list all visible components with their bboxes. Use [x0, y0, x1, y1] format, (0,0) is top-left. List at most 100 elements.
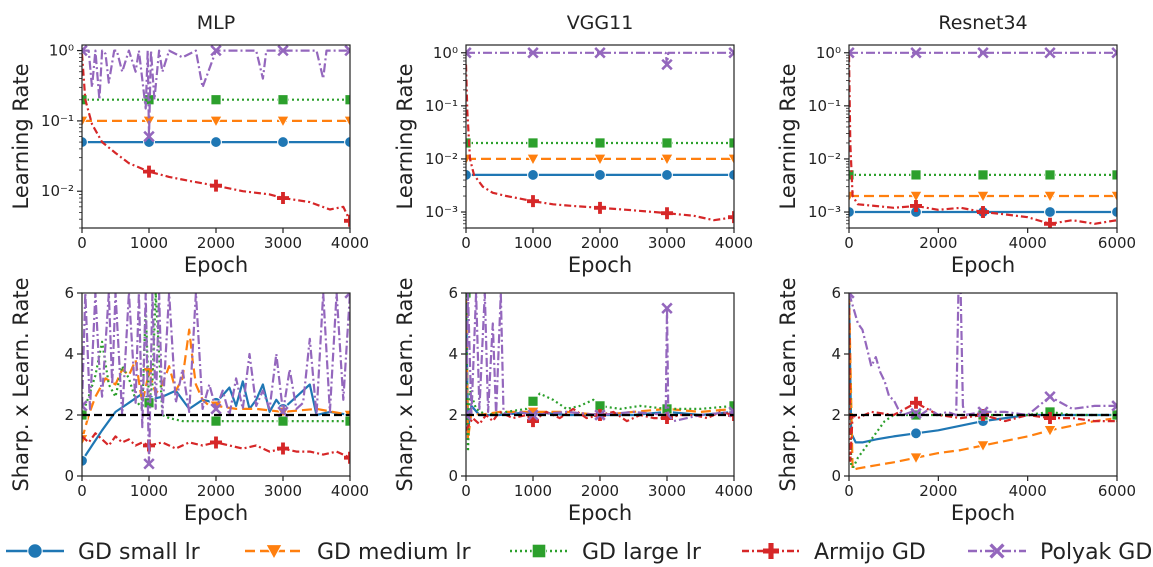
- x-tick-label: 6000: [1098, 482, 1136, 500]
- y-tick-label: 10⁰: [49, 42, 74, 60]
- plot-frame: [848, 292, 1118, 477]
- series-marker: [210, 436, 222, 449]
- series-marker: [344, 45, 350, 57]
- series-marker: [276, 115, 290, 128]
- x-tick-label: 3000: [264, 234, 302, 252]
- series-marker: [977, 169, 989, 181]
- series-marker: [143, 397, 155, 409]
- y-axis-label: Sharp. x Learn. Rate: [9, 277, 33, 491]
- series-marker: [143, 165, 155, 178]
- series-marker: [661, 207, 674, 220]
- x-axis-label: Epoch: [951, 501, 1015, 525]
- x-tick-label: 1000: [514, 482, 552, 500]
- y-axis-label: Sharp. x Learn. Rate: [776, 277, 800, 491]
- series-marker: [527, 395, 539, 407]
- series-marker: [661, 169, 673, 181]
- y-tick-label: 10⁻²: [425, 150, 458, 168]
- y-tick-label: 10⁻²: [41, 182, 74, 200]
- series-marker: [82, 136, 88, 148]
- legend-item: Armijo GD: [742, 540, 926, 565]
- x-tick-label: 1000: [130, 482, 168, 500]
- chart-title: MLP: [197, 12, 235, 34]
- y-tick-label: 10⁰: [433, 44, 458, 62]
- series-marker: [277, 415, 289, 427]
- series-marker: [910, 169, 922, 181]
- series-marker: [661, 137, 673, 149]
- series-line-gd-medium-lr: [849, 293, 1117, 471]
- series-marker: [593, 153, 607, 166]
- x-tick-label: 0: [844, 482, 854, 500]
- series-marker: [344, 136, 350, 148]
- series-marker: [82, 400, 88, 412]
- chart-title: VGG11: [567, 12, 634, 34]
- x-tick-label: 2000: [581, 234, 619, 252]
- series-marker: [849, 293, 855, 299]
- series-marker: [1110, 190, 1117, 204]
- legend-marker-icon: [27, 543, 43, 559]
- chart-panel-3: 0 2000 4000 6000 10⁻³ 10⁻² 10⁻¹ 10⁰ Resnet34 Epoc…: [776, 12, 1136, 277]
- series-marker: [277, 94, 289, 106]
- series-marker: [728, 400, 734, 412]
- series-marker: [661, 412, 674, 425]
- series-marker: [143, 458, 155, 470]
- series-marker: [910, 396, 923, 409]
- x-tick-label: 2000: [919, 234, 957, 252]
- x-tick-label: 3000: [648, 234, 686, 252]
- legend-marker-icon: [531, 543, 547, 559]
- y-tick-label: 4: [448, 345, 458, 363]
- series-marker: [1111, 47, 1117, 59]
- series-marker: [527, 195, 540, 208]
- y-tick-label: 0: [64, 467, 74, 485]
- y-axis-label: Learning Rate: [9, 64, 33, 210]
- x-tick-label: 0: [77, 234, 87, 252]
- series-marker: [82, 45, 88, 57]
- x-axis-label: Epoch: [951, 253, 1015, 277]
- series-marker: [728, 47, 734, 59]
- x-tick-label: 4000: [331, 234, 369, 252]
- series-marker: [143, 130, 155, 143]
- series-marker: [1111, 400, 1117, 412]
- series-marker: [1044, 169, 1056, 181]
- series-marker: [1043, 424, 1057, 438]
- series-line-polyak-gd: [82, 293, 350, 465]
- legend-marker-icon: [265, 544, 283, 561]
- series-marker: [728, 137, 734, 149]
- series-marker: [209, 115, 223, 128]
- series-line-gd-large-lr: [466, 293, 734, 453]
- series-marker: [910, 47, 922, 59]
- legend-item: GD medium lr: [245, 540, 472, 565]
- series-marker: [594, 47, 606, 59]
- y-tick-label: 10⁻³: [425, 203, 458, 221]
- legend-marker-icon: [763, 543, 779, 559]
- x-tick-label: 3000: [264, 482, 302, 500]
- y-axis-label: Sharp. x Learn. Rate: [393, 277, 417, 491]
- y-tick-label: 2: [831, 406, 841, 424]
- series-marker: [1044, 206, 1056, 218]
- series-marker: [1044, 391, 1056, 403]
- x-tick-label: 2000: [197, 482, 235, 500]
- plot-frame: [465, 44, 735, 229]
- legend-label: GD large lr: [582, 540, 702, 565]
- series-marker: [594, 137, 606, 149]
- chart-title: Resnet34: [938, 12, 1027, 34]
- series-marker: [976, 190, 990, 204]
- series-marker: [661, 302, 673, 314]
- series-marker: [910, 427, 922, 440]
- series-line-armijo-gd: [82, 53, 350, 222]
- x-tick-label: 4000: [1009, 234, 1047, 252]
- y-tick-label: 10⁻¹: [41, 112, 74, 130]
- legend-item: GD large lr: [510, 540, 702, 565]
- series-marker: [909, 190, 923, 204]
- x-tick-label: 2000: [581, 482, 619, 500]
- chart-panel-5: 0 1000 2000 3000 4000 0 2 4 6 Epoch Sharp. x Learn…: [393, 277, 753, 525]
- y-tick-label: 6: [448, 284, 458, 302]
- series-marker: [210, 45, 222, 57]
- x-tick-label: 0: [461, 234, 471, 252]
- y-tick-label: 0: [448, 467, 458, 485]
- series-marker: [210, 415, 222, 427]
- y-axis-label: Learning Rate: [393, 64, 417, 210]
- y-tick-label: 10⁻²: [808, 150, 841, 168]
- series-marker: [1111, 169, 1117, 181]
- series-marker: [1044, 217, 1056, 228]
- legend-item: Polyak GD: [968, 540, 1152, 565]
